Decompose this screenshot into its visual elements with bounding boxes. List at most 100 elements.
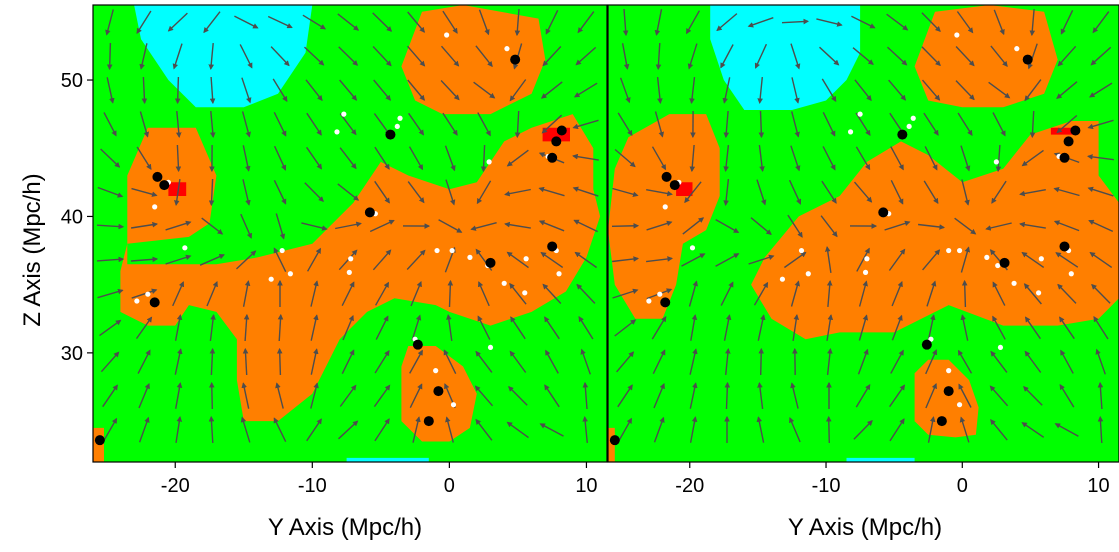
flow-arrow xyxy=(783,251,807,269)
flow-arrow xyxy=(961,279,968,308)
flow-arrow xyxy=(955,80,975,101)
cyan-region-1 xyxy=(846,457,915,462)
flow-arrow xyxy=(338,46,359,66)
white-point xyxy=(268,276,274,282)
flow-arrow xyxy=(540,81,563,99)
flow-arrow xyxy=(855,146,871,171)
flow-arrow xyxy=(409,383,423,409)
black-point xyxy=(878,207,889,218)
white-point xyxy=(341,111,347,117)
flow-arrow xyxy=(544,384,560,408)
flow-arrow xyxy=(1024,350,1042,373)
black-point xyxy=(1022,54,1033,65)
flow-arrow xyxy=(822,146,836,171)
flow-arrow xyxy=(273,417,287,443)
flow-arrow xyxy=(653,382,665,409)
flow-arrow xyxy=(201,217,224,235)
flow-arrow xyxy=(577,11,595,34)
flow-arrow xyxy=(239,44,253,69)
flow-arrow xyxy=(174,348,183,375)
x-tick-label: -10 xyxy=(298,475,327,497)
flow-arrow xyxy=(923,112,939,136)
flow-arrow xyxy=(858,314,869,341)
flow-arrow xyxy=(790,145,801,172)
white-point xyxy=(346,269,352,275)
flow-arrow xyxy=(757,77,763,105)
flow-arrow xyxy=(174,314,183,341)
flow-arrow xyxy=(173,178,181,207)
flow-arrow xyxy=(1090,46,1112,66)
flow-arrow xyxy=(824,245,832,274)
flow-arrow xyxy=(339,79,358,101)
white-point xyxy=(798,247,805,254)
flow-arrow xyxy=(241,77,252,104)
flow-arrow xyxy=(1055,252,1079,268)
flow-arrow xyxy=(853,181,873,203)
flow-arrow xyxy=(407,181,425,204)
flow-arrow xyxy=(960,145,971,172)
x-tick-label: -20 xyxy=(675,475,704,497)
flow-arrow xyxy=(130,256,159,263)
flow-arrow xyxy=(690,314,698,341)
white-point xyxy=(646,298,652,304)
flow-arrow xyxy=(475,350,493,373)
flow-arrow xyxy=(100,351,120,373)
flow-arrow xyxy=(993,9,1005,36)
flow-arrow xyxy=(538,186,565,197)
white-point xyxy=(928,336,934,342)
flow-arrow xyxy=(97,186,124,198)
black-point xyxy=(94,435,105,446)
white-point xyxy=(394,123,400,130)
flow-arrow xyxy=(209,111,216,139)
flow-arrow xyxy=(504,188,531,197)
flow-arrow xyxy=(884,220,911,231)
flow-arrow xyxy=(306,146,323,170)
flow-arrow xyxy=(788,179,802,205)
flow-arrow xyxy=(887,46,908,66)
flow-arrow xyxy=(890,349,904,374)
flow-arrow xyxy=(1023,283,1042,305)
flow-arrow xyxy=(689,416,698,443)
flow-arrow xyxy=(956,11,974,34)
black-point xyxy=(149,297,160,308)
flow-arrow xyxy=(480,144,487,173)
flow-arrow xyxy=(922,249,941,271)
flow-arrow xyxy=(470,222,497,231)
black-point xyxy=(660,297,671,308)
white-point xyxy=(1036,290,1042,296)
flow-arrow xyxy=(275,213,286,240)
black-point xyxy=(485,257,496,268)
white-point xyxy=(1014,46,1020,52)
white-point xyxy=(523,256,529,262)
flow-arrow xyxy=(306,112,322,136)
white-point xyxy=(995,262,1001,269)
flow-arrow xyxy=(891,280,903,307)
flow-arrow xyxy=(1023,386,1043,406)
flow-arrow xyxy=(616,351,635,373)
white-point xyxy=(134,298,140,304)
white-point xyxy=(504,46,510,52)
flow-arrow xyxy=(955,46,975,67)
flow-arrow xyxy=(826,314,834,341)
flow-arrow xyxy=(208,415,215,444)
x-tick-label: -10 xyxy=(812,475,841,497)
white-point xyxy=(662,204,668,210)
flow-arrow xyxy=(478,9,490,36)
right-axes: -20 -10 0 10 xyxy=(607,4,1119,497)
flow-arrow xyxy=(925,382,937,409)
flow-arrow xyxy=(722,77,731,104)
white-point xyxy=(954,32,960,38)
flow-arrow xyxy=(1093,316,1109,340)
flow-arrow xyxy=(440,45,460,67)
flow-arrow xyxy=(172,43,183,70)
flow-arrow xyxy=(1060,9,1074,35)
flow-arrow xyxy=(689,77,696,105)
flow-arrow xyxy=(961,179,970,206)
black-point xyxy=(510,54,521,65)
flow-arrow xyxy=(304,182,324,202)
flow-arrow xyxy=(406,249,426,270)
y-axis-title: Z Axis (Mpc/h) xyxy=(19,173,46,326)
flow-arrow xyxy=(137,349,151,374)
flow-arrow xyxy=(273,111,287,137)
flow-arrow xyxy=(136,10,152,34)
